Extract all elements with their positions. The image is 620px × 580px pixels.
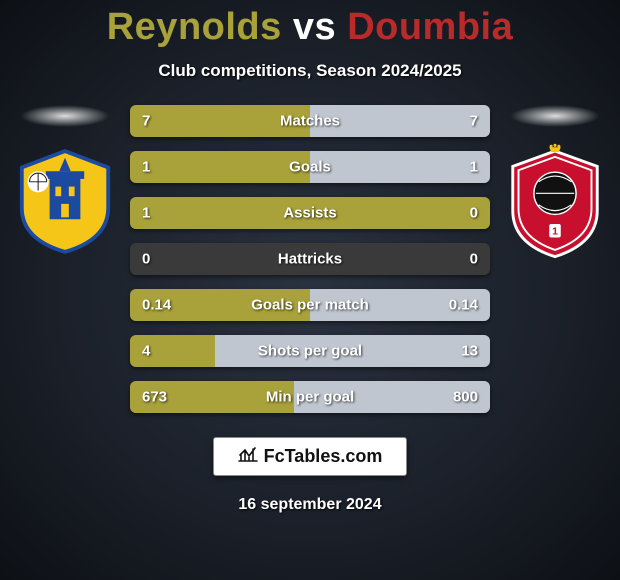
branding-badge[interactable]: FcTables.com	[213, 437, 408, 476]
stat-fill-right	[310, 151, 490, 183]
crest-shadow	[510, 105, 600, 127]
antwerp-crest-icon: 1	[507, 141, 603, 261]
stat-value-left: 0.14	[142, 297, 171, 314]
stat-row: 0 0 Hattricks	[130, 243, 490, 275]
right-crest-column: 1	[500, 105, 610, 257]
stat-value-right: 0	[470, 205, 478, 222]
stat-label: Goals	[289, 159, 331, 176]
stat-row: 1 0 Assists	[130, 197, 490, 229]
subtitle: Club competitions, Season 2024/2025	[158, 61, 461, 81]
stat-row: 673 800 Min per goal	[130, 381, 490, 413]
stat-label: Assists	[283, 205, 336, 222]
crest-shadow	[20, 105, 110, 127]
stat-value-left: 1	[142, 159, 150, 176]
stat-value-right: 800	[453, 389, 478, 406]
stat-row: 7 7 Matches	[130, 105, 490, 137]
stat-value-right: 13	[461, 343, 478, 360]
stat-value-right: 0.14	[449, 297, 478, 314]
branding-text: FcTables.com	[264, 446, 383, 467]
stat-row: 4 13 Shots per goal	[130, 335, 490, 367]
stat-value-right: 0	[470, 251, 478, 268]
stat-value-left: 7	[142, 113, 150, 130]
westerlo-crest-icon	[17, 148, 113, 254]
stat-label: Shots per goal	[258, 343, 362, 360]
stat-value-left: 0	[142, 251, 150, 268]
left-club-crest	[17, 145, 113, 257]
stat-fill-left	[130, 151, 310, 183]
right-club-crest: 1	[507, 145, 603, 257]
page-title: Reynolds vs Doumbia	[107, 6, 514, 49]
svg-text:1: 1	[552, 226, 558, 238]
stat-row: 0.14 0.14 Goals per match	[130, 289, 490, 321]
stat-value-left: 673	[142, 389, 167, 406]
vs-separator: vs	[293, 6, 336, 48]
stat-value-left: 4	[142, 343, 150, 360]
stat-label: Matches	[280, 113, 340, 130]
stat-label: Min per goal	[266, 389, 354, 406]
stat-value-left: 1	[142, 205, 150, 222]
player1-name: Reynolds	[107, 6, 282, 48]
comparison-card: Reynolds vs Doumbia Club competitions, S…	[0, 0, 620, 580]
stat-value-right: 7	[470, 113, 478, 130]
stat-label: Goals per match	[251, 297, 369, 314]
stat-bars: 7 7 Matches 1 1 Goals 1 0 Assists 0 0 Hattricks 0.14…	[130, 105, 490, 413]
comparison-body: 7 7 Matches 1 1 Goals 1 0 Assists 0 0 Hattricks 0.14…	[0, 105, 620, 413]
stat-label: Hattricks	[278, 251, 342, 268]
stat-value-right: 1	[470, 159, 478, 176]
player2-name: Doumbia	[347, 6, 513, 48]
left-crest-column	[10, 105, 120, 257]
stat-row: 1 1 Goals	[130, 151, 490, 183]
date-label: 16 september 2024	[238, 496, 381, 514]
chart-icon	[238, 446, 258, 467]
